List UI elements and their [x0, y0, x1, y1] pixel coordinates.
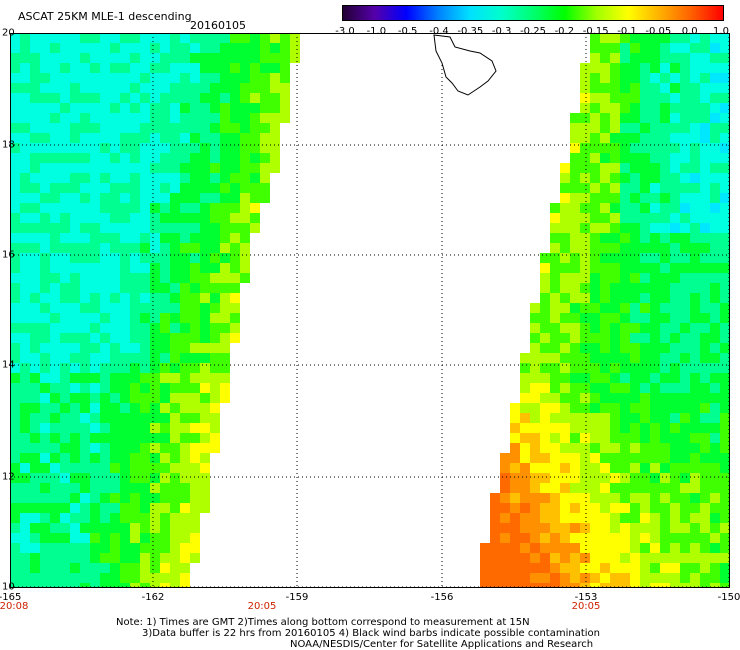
colorbar-tick: -0.3	[491, 26, 512, 37]
longitude-label: -153	[574, 592, 598, 603]
colorbar-tick: -1.0	[366, 26, 387, 37]
colorbar-tick: -0.25	[520, 26, 546, 37]
latitude-label: 16	[2, 249, 15, 261]
time-label-2: 20:05	[247, 601, 277, 612]
colorbar-tick: -0.2	[554, 26, 575, 37]
latitude-label: 12	[2, 471, 15, 483]
colorbar-tick: 0.0	[681, 26, 698, 37]
longitude-label: -159	[285, 592, 309, 603]
island-outline	[433, 34, 497, 96]
note-line-1: Note: 1) Times are GMT 2)Times along bot…	[116, 617, 530, 628]
map-frame	[10, 33, 730, 588]
latitude-label: 18	[2, 139, 15, 151]
colorbar-tick: -0.4	[429, 26, 449, 37]
latitude-label: 14	[2, 359, 15, 371]
longitude-label: -165	[0, 592, 22, 603]
map-date: 20160105	[190, 19, 246, 32]
swath-map	[10, 33, 730, 588]
colorbar-tick: -0.5	[397, 26, 418, 37]
note-line-3: NOAA/NESDIS/Center for Satellite Applica…	[290, 639, 594, 650]
time-label-3: 20:05	[571, 601, 601, 612]
colorbar-tick: -0.15	[582, 26, 609, 37]
map-title: ASCAT 25KM MLE-1 descending	[18, 10, 192, 23]
colorbar-tick: 1.0	[713, 26, 729, 37]
latitude-label: 10	[2, 581, 15, 593]
colorbar-tick: -0.35	[457, 26, 484, 37]
longitude-label: -150	[717, 592, 740, 603]
colorbar-tick: -0.1	[617, 26, 637, 37]
colorbar-tick: -0.05	[645, 26, 672, 37]
time-label-1: 20:08	[0, 601, 29, 612]
longitude-label: -162	[141, 592, 165, 603]
latitude-label: 20	[2, 27, 15, 39]
note-line-2: 3)Data buffer is 22 hrs from 20160105 4)…	[142, 628, 600, 639]
colorbar	[342, 5, 724, 21]
longitude-label: -156	[430, 592, 454, 603]
colorbar-tick: -3.0	[335, 26, 355, 37]
